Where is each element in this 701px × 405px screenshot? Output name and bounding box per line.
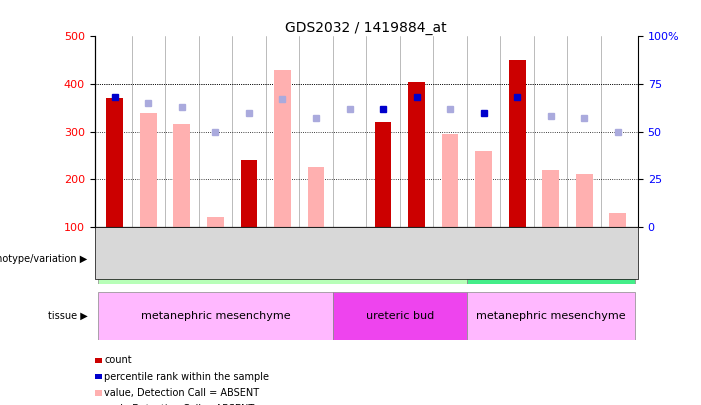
Bar bbox=[207, 217, 224, 227]
Text: value, Detection Call = ABSENT: value, Detection Call = ABSENT bbox=[104, 388, 259, 398]
Text: percentile rank within the sample: percentile rank within the sample bbox=[104, 372, 269, 382]
Bar bbox=[140, 113, 157, 227]
Bar bbox=[308, 167, 325, 227]
Text: ureteric bud: ureteric bud bbox=[366, 311, 434, 321]
Text: wild type: wild type bbox=[257, 254, 308, 264]
Bar bbox=[374, 122, 391, 227]
Bar bbox=[333, 292, 467, 340]
Text: genotype/variation ▶: genotype/variation ▶ bbox=[0, 254, 88, 264]
Bar bbox=[274, 70, 291, 227]
Bar bbox=[408, 82, 425, 227]
Bar bbox=[609, 213, 626, 227]
Text: HoxA11 HoxD11 null: HoxA11 HoxD11 null bbox=[494, 254, 608, 264]
Bar bbox=[240, 160, 257, 227]
Bar bbox=[98, 235, 467, 284]
Bar bbox=[107, 98, 123, 227]
Text: tissue ▶: tissue ▶ bbox=[48, 311, 88, 321]
Bar bbox=[467, 292, 634, 340]
Text: count: count bbox=[104, 356, 132, 365]
Bar bbox=[173, 124, 190, 227]
Bar bbox=[576, 175, 592, 227]
Bar bbox=[509, 60, 526, 227]
Bar bbox=[475, 151, 492, 227]
Text: metanephric mesenchyme: metanephric mesenchyme bbox=[140, 311, 290, 321]
Bar bbox=[98, 292, 333, 340]
Title: GDS2032 / 1419884_at: GDS2032 / 1419884_at bbox=[285, 21, 447, 35]
Text: rank, Detection Call = ABSENT: rank, Detection Call = ABSENT bbox=[104, 404, 254, 405]
Bar bbox=[442, 134, 458, 227]
Bar bbox=[467, 235, 634, 284]
Bar bbox=[543, 170, 559, 227]
Text: metanephric mesenchyme: metanephric mesenchyme bbox=[476, 311, 625, 321]
